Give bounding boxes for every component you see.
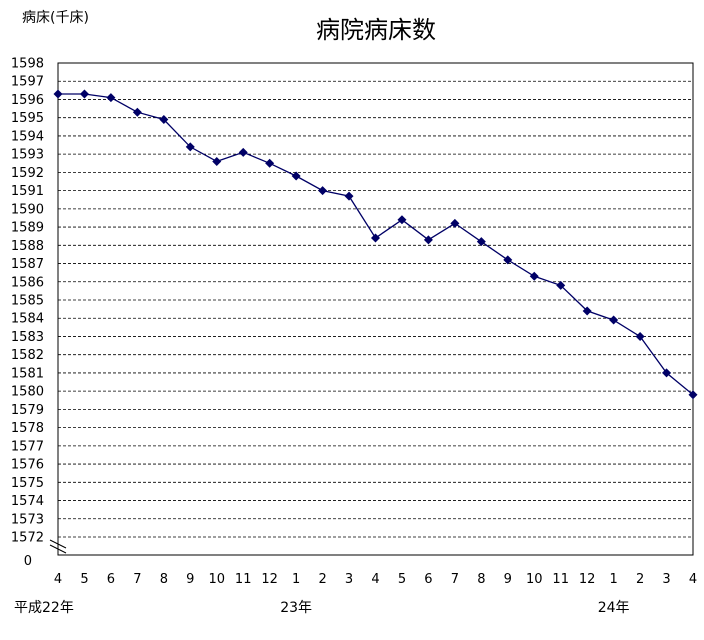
x-tick-label: 4 xyxy=(54,572,62,587)
x-tick-label: 7 xyxy=(451,572,459,587)
data-point xyxy=(635,331,645,341)
y-zero-label: 0 xyxy=(24,554,32,569)
year-label: 23年 xyxy=(280,600,312,616)
data-point xyxy=(688,390,698,400)
x-tick-label: 11 xyxy=(552,572,569,587)
y-tick-label: 1578 xyxy=(11,421,44,436)
y-tick-label: 1575 xyxy=(11,476,44,491)
x-tick-label: 10 xyxy=(526,572,543,587)
y-tick-label: 1585 xyxy=(11,294,44,309)
series-line xyxy=(58,93,694,396)
y-axis-label: 病床(千床) xyxy=(22,10,89,26)
data-point xyxy=(450,218,460,228)
data-point xyxy=(397,215,407,225)
x-tick-label: 9 xyxy=(504,572,512,587)
data-point xyxy=(238,147,248,157)
data-point xyxy=(106,93,116,103)
y-tick-label: 1577 xyxy=(11,439,44,454)
x-tick-labels: 4 5 6 7 8 9 10 11 12 1 2 3 4 5 6 7 8 9 10 11 12 1 2 3 4 xyxy=(54,572,697,587)
data-markers xyxy=(53,89,698,400)
x-tick-label: 3 xyxy=(662,572,670,587)
data-point xyxy=(582,306,592,316)
y-tick-label: 1576 xyxy=(11,458,44,473)
x-tick-label: 4 xyxy=(371,572,379,587)
data-point xyxy=(79,89,89,99)
y-tick-label: 1589 xyxy=(11,221,44,236)
x-tick-label: 8 xyxy=(477,572,485,587)
y-tick-label: 1586 xyxy=(11,275,44,290)
data-point xyxy=(529,271,539,281)
y-tick-label: 1579 xyxy=(11,403,44,418)
x-tick-label: 12 xyxy=(579,572,596,587)
x-tick-label: 5 xyxy=(80,572,88,587)
y-tick-labels: 1572 1573 1574 1575 1576 1577 1578 1579 1580 1581… xyxy=(11,57,44,546)
x-tick-label: 5 xyxy=(398,572,406,587)
data-point xyxy=(503,255,513,265)
y-tick-label: 1592 xyxy=(11,166,44,181)
y-tick-label: 1594 xyxy=(11,129,44,144)
gridlines xyxy=(58,80,693,538)
y-tick-label: 1593 xyxy=(11,148,44,163)
axis-break-marker xyxy=(49,539,67,554)
x-tick-label: 2 xyxy=(636,572,644,587)
chart-title: 病院病床数 xyxy=(316,16,436,44)
data-point xyxy=(185,142,195,152)
x-tick-label: 6 xyxy=(424,572,432,587)
y-tick-label: 1582 xyxy=(11,348,44,363)
y-tick-label: 1584 xyxy=(11,312,44,327)
y-tick-label: 1587 xyxy=(11,257,44,272)
y-tick-label: 1588 xyxy=(11,239,44,254)
y-tick-label: 1591 xyxy=(11,184,44,199)
y-tick-label: 1598 xyxy=(11,57,44,72)
data-point xyxy=(609,315,619,325)
x-tick-label: 9 xyxy=(186,572,194,587)
x-tick-label: 7 xyxy=(133,572,141,587)
data-point xyxy=(371,233,380,243)
plot-area xyxy=(57,62,694,556)
x-tick-label: 1 xyxy=(609,572,617,587)
x-tick-label: 10 xyxy=(208,572,225,587)
x-tick-label: 11 xyxy=(235,572,252,587)
y-tick-label: 1590 xyxy=(11,202,44,217)
y-tick-label: 1580 xyxy=(11,385,44,400)
data-point xyxy=(212,156,222,166)
y-tick-label: 1596 xyxy=(11,93,44,108)
y-tick-label: 1595 xyxy=(11,111,44,126)
data-point xyxy=(318,186,328,196)
x-tick-label: 6 xyxy=(107,572,115,587)
data-point xyxy=(159,115,169,125)
data-point xyxy=(556,280,566,290)
x-tick-label: 1 xyxy=(292,572,300,587)
year-label: 24年 xyxy=(598,600,630,616)
y-tick-label: 1581 xyxy=(11,366,44,381)
y-tick-label: 1574 xyxy=(11,494,44,509)
year-label: 平成22年 xyxy=(14,600,74,616)
data-point xyxy=(53,89,63,99)
data-point xyxy=(344,191,354,201)
y-tick-label: 1573 xyxy=(11,512,44,527)
year-labels: 平成22年 23年 24年 xyxy=(14,600,630,616)
y-tick-label: 1583 xyxy=(11,330,44,345)
data-point xyxy=(265,158,275,168)
data-point xyxy=(662,368,672,378)
x-tick-label: 8 xyxy=(160,572,168,587)
data-point xyxy=(291,171,301,181)
x-tick-label: 3 xyxy=(345,572,353,587)
data-point xyxy=(476,237,486,247)
x-tick-label: 4 xyxy=(689,572,697,587)
y-tick-label: 1572 xyxy=(11,531,44,546)
x-tick-label: 12 xyxy=(261,572,278,587)
y-tick-label: 1597 xyxy=(11,75,44,90)
x-tick-label: 2 xyxy=(318,572,326,587)
data-point xyxy=(423,235,433,245)
data-point xyxy=(132,107,142,117)
